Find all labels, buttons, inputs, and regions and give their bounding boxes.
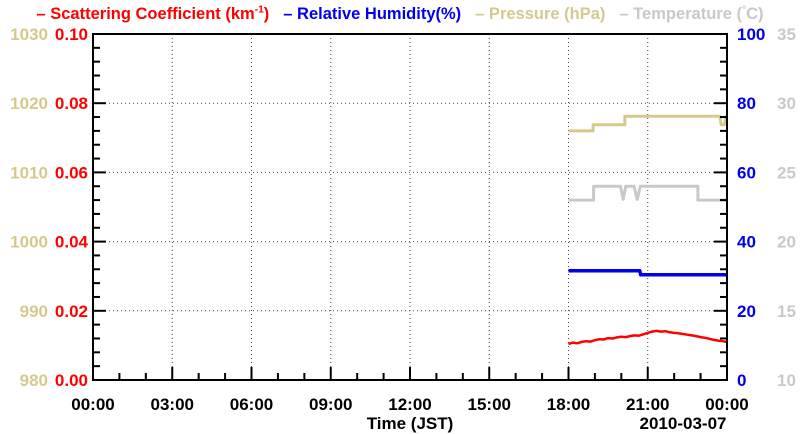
x-tick-label: 21:00 <box>626 395 669 414</box>
y-axis-labels-scattering: 0.00 0.02 0.04 0.06 0.08 0.10 <box>55 25 89 390</box>
y-tick-label-scattering: 0.04 <box>55 233 89 252</box>
x-tick-label: 09:00 <box>309 395 352 414</box>
y-tick-label-pressure: 1010 <box>10 163 48 182</box>
x-tick-label: 12:00 <box>388 395 431 414</box>
legend-entry-scattering: – Scattering Coefficient (km-1) <box>36 4 270 23</box>
y-tick-label-pressure: 1000 <box>10 233 48 252</box>
grid <box>93 34 727 380</box>
y-tick-label-humidity: 80 <box>737 94 756 113</box>
y-axis-labels-temperature: 10 15 20 25 30 35 <box>777 25 796 390</box>
y-tick-label-pressure: 990 <box>20 302 48 321</box>
chart-title-legend: – Scattering Coefficient (km-1) – Relativ… <box>0 4 800 24</box>
x-tick-label: 00:00 <box>71 395 114 414</box>
y-tick-label-pressure: 1030 <box>10 25 48 44</box>
y-tick-label-pressure: 1020 <box>10 94 48 113</box>
y-tick-label-temperature: 30 <box>777 94 796 113</box>
y-axis-labels-humidity: 0 20 40 60 80 100 <box>737 25 765 390</box>
y-axis-labels-pressure: 980 990 1000 1010 1020 1030 <box>10 25 48 390</box>
y-tick-label-temperature: 20 <box>777 233 796 252</box>
legend-entry-humidity: – Relative Humidity(%) <box>283 4 462 23</box>
y-tick-label-temperature: 25 <box>777 163 796 182</box>
y-tick-label-temperature: 35 <box>777 25 796 44</box>
y-tick-label-humidity: 40 <box>737 233 756 252</box>
y-tick-label-scattering: 0.06 <box>55 163 88 182</box>
y-tick-label-temperature: 15 <box>777 302 796 321</box>
y-tick-label-scattering: 0.00 <box>55 371 88 390</box>
x-tick-label: 03:00 <box>151 395 194 414</box>
y-tick-label-pressure: 980 <box>20 371 48 390</box>
legend-entry-temperature: – Temperature (°C) <box>619 4 764 23</box>
y-tick-label-temperature: 10 <box>777 371 796 390</box>
x-axis-title: Time (JST) <box>367 414 454 433</box>
series-scattering <box>568 329 728 346</box>
series-pressure <box>568 114 728 133</box>
series-temperature <box>568 184 727 202</box>
y-tick-label-scattering: 0.02 <box>55 302 88 321</box>
y-tick-label-humidity: 0 <box>737 371 746 390</box>
date-label: 2010-03-07 <box>640 414 727 433</box>
series <box>568 114 728 346</box>
y-tick-label-humidity: 100 <box>737 25 765 44</box>
y-tick-label-humidity: 60 <box>737 163 756 182</box>
y-tick-label-humidity: 20 <box>737 302 756 321</box>
x-tick-label: 06:00 <box>230 395 273 414</box>
x-tick-label: 15:00 <box>468 395 511 414</box>
series-humidity <box>568 268 727 277</box>
axis-ticks <box>92 33 728 381</box>
legend-entry-pressure: – Pressure (hPa) <box>475 4 606 23</box>
x-tick-label: 00:00 <box>705 395 748 414</box>
x-tick-label: 18:00 <box>547 395 590 414</box>
y-tick-label-scattering: 0.08 <box>55 94 88 113</box>
y-tick-label-scattering: 0.10 <box>55 25 88 44</box>
x-axis-labels: 00:00 03:00 06:00 09:00 12:00 15:00 18:00 21:00… <box>71 395 748 433</box>
